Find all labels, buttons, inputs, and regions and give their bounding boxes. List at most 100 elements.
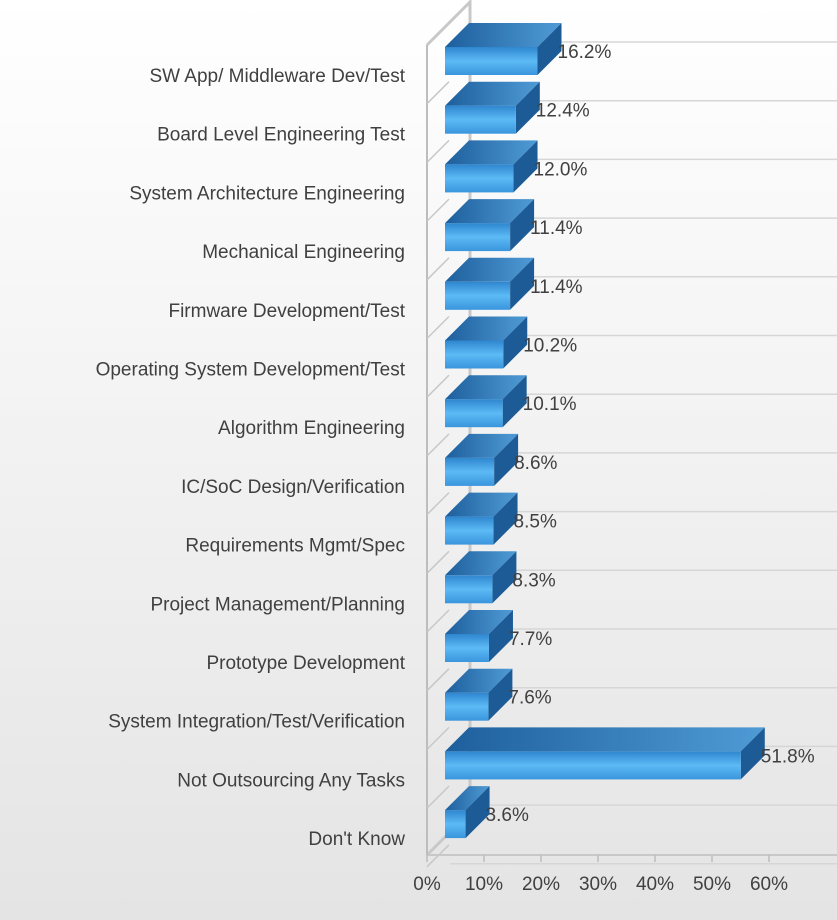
bar-side — [510, 257, 535, 310]
bar-front — [445, 223, 511, 252]
category-label: Project Management/Planning — [150, 594, 405, 615]
bar-front — [445, 751, 741, 780]
bar — [445, 786, 490, 839]
bar-top — [445, 23, 562, 47]
row-tick — [426, 433, 450, 457]
row-tick — [426, 726, 450, 750]
value-label: 51.8% — [761, 746, 815, 767]
bar-top — [445, 316, 528, 341]
row-tick — [426, 374, 450, 398]
bar — [445, 199, 535, 252]
bar — [445, 316, 528, 369]
category-label: Operating System Development/Test — [96, 360, 406, 381]
value-label: 12.4% — [536, 101, 590, 122]
row-tick — [426, 785, 450, 809]
bar — [445, 81, 540, 134]
bar-side — [493, 492, 518, 545]
category-label: Board Level Engineering Test — [157, 125, 406, 146]
value-label: 7.7% — [509, 629, 552, 650]
category-label: SW App/ Middleware Dev/Test — [149, 66, 405, 87]
row-tick — [426, 492, 450, 516]
row-tick — [426, 609, 450, 633]
bar-side — [492, 551, 517, 604]
bar-side — [465, 786, 490, 839]
value-label: 8.3% — [512, 570, 555, 591]
bar — [445, 433, 519, 486]
row-tick — [426, 22, 450, 46]
category-label: Not Outsourcing Any Tasks — [177, 770, 405, 791]
bar-top — [445, 551, 517, 576]
bar-front — [445, 810, 466, 839]
bar — [445, 23, 562, 75]
x-tick-label: 10% — [465, 874, 503, 895]
bar-front — [445, 164, 514, 193]
bar-top — [445, 257, 535, 282]
bar-top — [445, 668, 513, 693]
category-label: Mechanical Engineering — [202, 242, 405, 263]
bar-side — [513, 140, 538, 193]
bar-front — [445, 47, 538, 75]
bar-top — [445, 199, 535, 224]
bar — [445, 257, 535, 310]
bar-side — [502, 375, 527, 428]
value-label: 7.6% — [508, 688, 551, 709]
value-label: 11.4% — [530, 277, 583, 298]
row-tick — [426, 81, 450, 105]
bar-side — [510, 199, 535, 252]
bar-front — [445, 575, 493, 604]
row-tick — [426, 668, 450, 692]
row-tick — [426, 257, 450, 281]
bar-top — [445, 375, 527, 400]
x-tick-label: 30% — [579, 874, 617, 895]
category-label: System Architecture Engineering — [129, 183, 405, 204]
bar-side — [494, 433, 519, 486]
bar-side — [740, 727, 765, 780]
bar-top — [445, 81, 540, 106]
value-label: 8.6% — [514, 453, 557, 474]
bar-top — [445, 727, 765, 752]
row-tick — [426, 315, 450, 340]
category-label: Algorithm Engineering — [218, 418, 405, 439]
row-tick — [426, 550, 450, 574]
category-label: Prototype Development — [206, 653, 405, 674]
x-tick-label: 40% — [636, 874, 674, 895]
row-tick — [426, 844, 450, 868]
category-label: System Integration/Test/Verification — [108, 712, 405, 733]
bar — [445, 610, 513, 662]
bar-top — [445, 786, 490, 811]
value-label: 12.0% — [534, 159, 588, 180]
value-label: 10.2% — [523, 336, 577, 357]
x-tick-label: 60% — [750, 874, 788, 895]
bar-front — [445, 457, 495, 486]
category-label: Firmware Development/Test — [168, 301, 405, 322]
value-label: 11.4% — [530, 218, 583, 239]
value-label: 8.5% — [514, 512, 557, 533]
bar-side — [488, 610, 513, 662]
bar — [445, 492, 518, 545]
bar-top — [445, 492, 518, 517]
value-label: 3.6% — [486, 805, 529, 826]
bar — [445, 140, 538, 193]
bar-side — [503, 316, 528, 369]
bar-side — [515, 81, 540, 134]
x-tick-label: 20% — [522, 874, 560, 895]
x-tick-label: 0% — [413, 874, 441, 895]
category-label: Don't Know — [308, 829, 405, 850]
bar-top — [445, 610, 513, 634]
category-label: IC/SoC Design/Verification — [181, 477, 405, 498]
bar — [445, 727, 765, 780]
bar — [445, 375, 527, 428]
bar — [445, 668, 513, 721]
category-label: Requirements Mgmt/Spec — [185, 536, 405, 557]
bar-front — [445, 692, 489, 721]
row-tick — [426, 198, 450, 222]
bar — [445, 551, 517, 604]
bar-front — [445, 281, 511, 310]
bar-top — [445, 433, 519, 458]
bar-side — [488, 668, 513, 721]
bar-front — [445, 516, 494, 545]
value-label: 10.1% — [523, 394, 577, 415]
bar-front — [445, 340, 504, 369]
